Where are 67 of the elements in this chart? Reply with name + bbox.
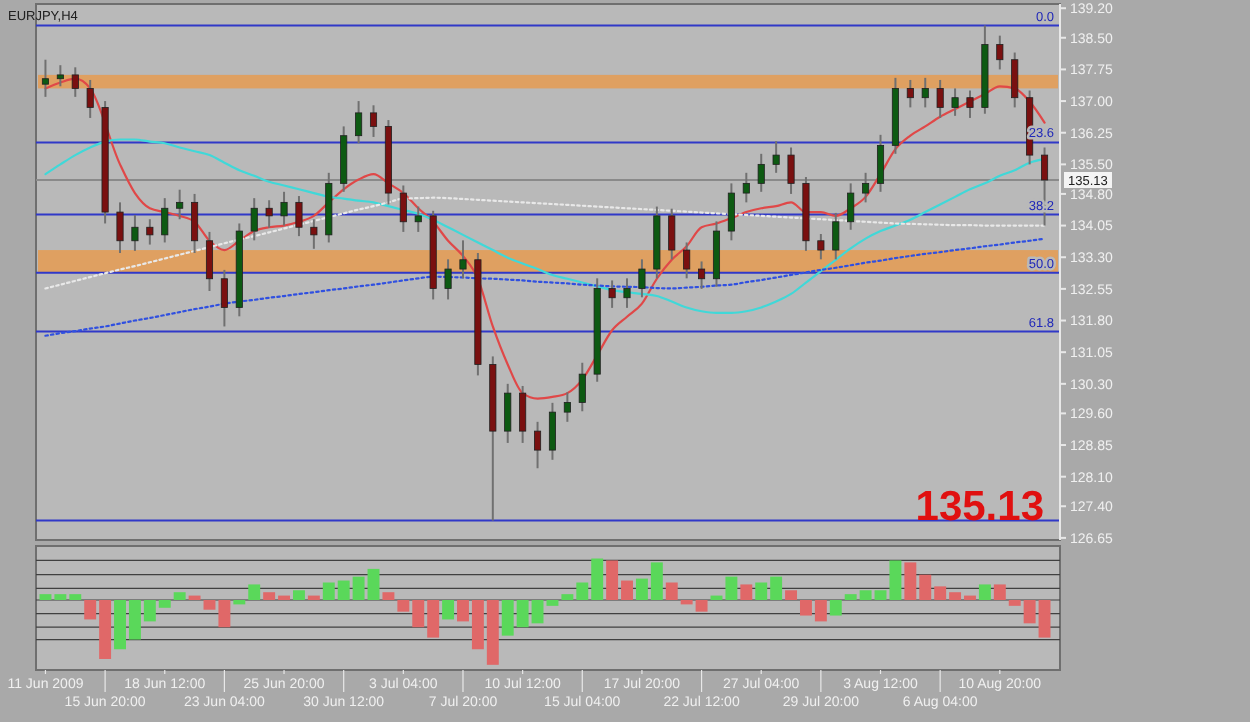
candlestick (683, 241, 691, 280)
candlestick (698, 260, 706, 290)
candlestick (1011, 51, 1019, 109)
bar (382, 592, 395, 600)
bar (978, 584, 991, 600)
candlestick (772, 140, 780, 174)
candlestick (921, 76, 929, 109)
candlestick (295, 195, 303, 238)
candlestick (504, 382, 512, 444)
candlestick (146, 218, 154, 246)
candlestick (847, 182, 855, 231)
candlestick (638, 258, 646, 299)
candlestick (757, 152, 765, 193)
candlestick (906, 78, 914, 109)
candlestick (966, 89, 974, 119)
candlestick (534, 420, 542, 470)
candlestick (71, 66, 79, 98)
bar (829, 599, 842, 616)
candlestick (340, 125, 348, 193)
candlestick (369, 104, 378, 138)
bar (785, 590, 798, 600)
candlestick (161, 197, 169, 244)
candlestick (623, 277, 631, 309)
candlestick (86, 78, 94, 119)
candlestick (951, 87, 959, 117)
candlestick (832, 211, 840, 261)
candlestick (310, 218, 318, 250)
candlestick (444, 258, 452, 301)
candlestick (265, 199, 273, 229)
candlestick (191, 192, 199, 255)
candlestick (519, 384, 527, 444)
bar (442, 599, 455, 620)
candlestick (220, 268, 228, 328)
candlestick (936, 78, 944, 119)
annotation: 135.13 (915, 484, 1044, 530)
bar (292, 590, 305, 600)
candlestick (355, 100, 363, 145)
candlestick (563, 391, 571, 423)
candlestick (280, 190, 288, 227)
candlestick (668, 207, 676, 261)
bar (665, 582, 678, 600)
bar (248, 584, 261, 600)
candlestick (459, 239, 467, 280)
candlestick (250, 197, 258, 242)
candlestick (742, 171, 750, 204)
bar (173, 592, 186, 600)
candlestick (727, 182, 735, 242)
candlestick (41, 58, 49, 98)
candlestick (205, 230, 214, 292)
bar (233, 599, 246, 605)
candlestick (131, 214, 139, 252)
candlestick (996, 34, 1004, 71)
bar (740, 584, 753, 600)
candlestick (176, 188, 184, 221)
candlestick (414, 205, 422, 233)
candlestick (787, 146, 795, 195)
candlestick (399, 184, 407, 233)
candlestick (578, 361, 586, 413)
candlestick (608, 279, 616, 309)
candlestick (712, 220, 721, 288)
candlestick (862, 171, 870, 204)
candlestick (548, 401, 556, 461)
candlestick (817, 233, 825, 261)
candlestick (876, 133, 885, 193)
bar (993, 584, 1006, 600)
candlestick (56, 64, 64, 88)
candlestick (116, 201, 124, 255)
